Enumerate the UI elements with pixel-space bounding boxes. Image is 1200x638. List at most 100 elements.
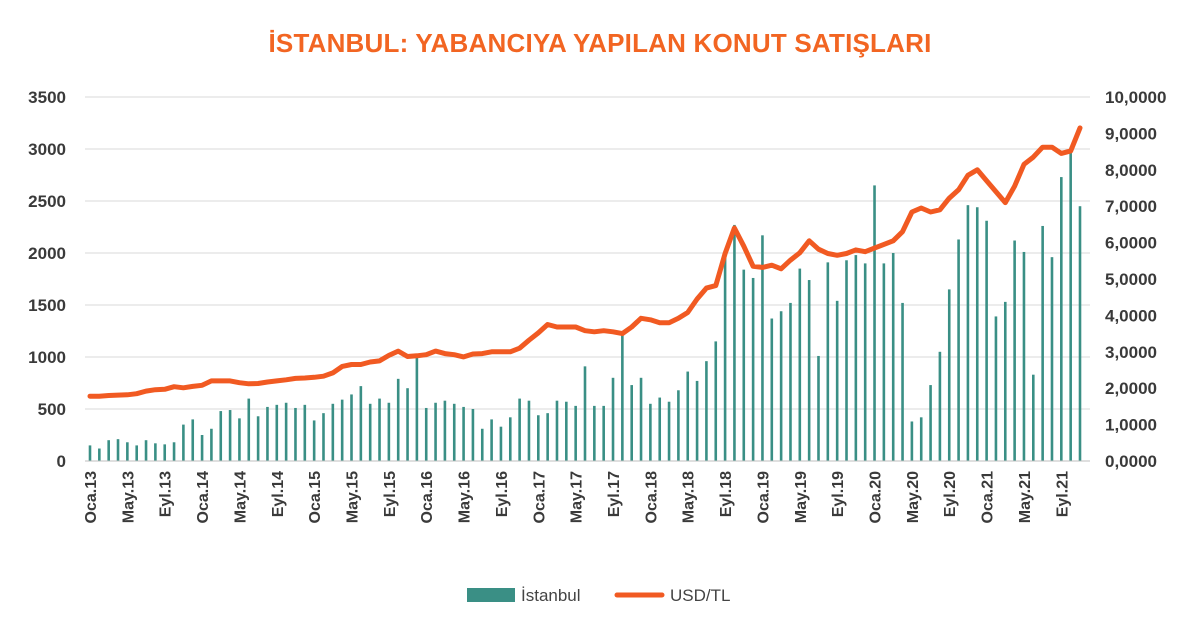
left-axis-tick-label: 1000 bbox=[28, 348, 66, 367]
bar-istanbul bbox=[1013, 240, 1016, 461]
x-axis-tick: Eyl.16 bbox=[494, 471, 511, 517]
left-axis-tick-label: 3500 bbox=[28, 88, 66, 107]
bar-istanbul bbox=[966, 205, 970, 461]
x-axis-tick-label: May.15 bbox=[345, 471, 362, 523]
right-axis-tick-label: 9,0000 bbox=[1105, 124, 1157, 143]
bar-istanbul bbox=[266, 406, 269, 461]
bar-istanbul bbox=[471, 409, 475, 461]
x-axis-tick-label: Oca.18 bbox=[643, 471, 660, 524]
bar-istanbul bbox=[891, 253, 895, 461]
bar-istanbul bbox=[621, 333, 624, 461]
x-axis-tick-label: Oca.16 bbox=[419, 471, 436, 524]
bar-istanbul bbox=[817, 355, 820, 461]
x-axis-tick-label: Eyl.15 bbox=[382, 471, 399, 517]
bar-istanbul bbox=[340, 399, 344, 461]
x-axis-tick-label: May.14 bbox=[232, 471, 249, 523]
bar-istanbul bbox=[845, 260, 848, 461]
bar-istanbul bbox=[929, 385, 932, 461]
x-axis-tick: Oca.16 bbox=[419, 471, 436, 524]
x-axis-tick: May.17 bbox=[569, 471, 586, 523]
x-axis-tick: Eyl.13 bbox=[158, 471, 175, 517]
bar-istanbul bbox=[126, 442, 129, 461]
right-axis-tick-label: 1,0000 bbox=[1105, 416, 1157, 435]
legend: İstanbul USD/TL bbox=[467, 586, 730, 605]
bar-istanbul bbox=[284, 402, 288, 461]
chart-title: İSTANBUL: YABANCIYA YAPILAN KONUT SATIŞL… bbox=[268, 28, 932, 58]
bar-istanbul bbox=[499, 426, 503, 461]
legend-label-istanbul: İstanbul bbox=[521, 586, 581, 605]
bar-istanbul bbox=[658, 397, 662, 461]
bar-istanbul bbox=[88, 445, 92, 461]
bar-istanbul bbox=[565, 401, 568, 461]
x-axis-tick: May.19 bbox=[793, 471, 810, 523]
bar-istanbul bbox=[368, 403, 372, 461]
bar-series-istanbul bbox=[88, 149, 1082, 461]
x-axis-tick-label: Eyl.14 bbox=[270, 471, 287, 517]
right-axis-tick-label: 2,0000 bbox=[1105, 379, 1157, 398]
bar-istanbul bbox=[863, 263, 867, 461]
left-axis: 0 500 1000 1500 2000 2500 3000 3500 bbox=[28, 88, 66, 471]
bar-istanbul bbox=[555, 400, 559, 461]
bar-istanbul bbox=[406, 388, 409, 461]
bar-istanbul bbox=[256, 416, 260, 461]
bar-istanbul bbox=[882, 263, 886, 461]
bar-istanbul bbox=[154, 443, 157, 461]
bar-istanbul bbox=[947, 289, 951, 461]
x-axis-tick: Eyl.17 bbox=[606, 471, 623, 517]
x-axis-tick-label: May.20 bbox=[905, 471, 922, 523]
bar-istanbul bbox=[705, 361, 708, 461]
x-axis-tick-label: Oca.14 bbox=[195, 471, 212, 524]
bar-istanbul bbox=[1069, 149, 1072, 461]
bar-istanbul bbox=[695, 380, 699, 461]
bar-istanbul bbox=[135, 445, 138, 461]
bar-istanbul bbox=[751, 277, 755, 461]
bar-istanbul bbox=[396, 378, 400, 461]
right-axis-tick-label: 8,0000 bbox=[1105, 161, 1157, 180]
x-axis-tick-label: Eyl.20 bbox=[942, 471, 959, 517]
x-axis-tick: May.18 bbox=[681, 471, 698, 523]
bar-istanbul bbox=[424, 407, 428, 461]
bar-istanbul bbox=[985, 220, 988, 461]
bar-istanbul bbox=[163, 444, 167, 461]
x-axis-tick: Eyl.18 bbox=[718, 471, 735, 517]
right-axis-tick-label: 10,0000 bbox=[1105, 88, 1166, 107]
x-axis-tick: Eyl.20 bbox=[942, 471, 959, 517]
left-axis-tick-label: 2000 bbox=[28, 244, 66, 263]
x-axis-tick: Eyl.19 bbox=[830, 471, 847, 517]
bar-istanbul bbox=[1041, 225, 1044, 461]
bar-istanbul bbox=[434, 402, 437, 461]
right-axis-tick-label: 7,0000 bbox=[1105, 197, 1157, 216]
bar-istanbul bbox=[770, 318, 774, 461]
x-axis: Oca.13 May.13 Eyl.13 Oca.14 May.14 Eyl.14 Oca.… bbox=[83, 460, 1090, 524]
bar-istanbul bbox=[219, 411, 223, 461]
x-axis-tick-label: May.17 bbox=[569, 471, 586, 523]
bar-istanbul bbox=[238, 418, 241, 461]
bar-istanbul bbox=[228, 410, 232, 461]
bar-istanbul bbox=[462, 406, 465, 461]
bar-istanbul bbox=[742, 269, 746, 461]
bar-istanbul bbox=[312, 420, 316, 461]
x-axis-tick-label: May.21 bbox=[1017, 471, 1034, 523]
bar-istanbul bbox=[294, 407, 297, 461]
bar-istanbul bbox=[415, 357, 419, 461]
bar-istanbul bbox=[490, 419, 493, 461]
bar-istanbul bbox=[761, 235, 764, 461]
bar-istanbul bbox=[639, 377, 643, 461]
bar-istanbul bbox=[994, 316, 998, 461]
x-axis-tick-label: Eyl.17 bbox=[606, 471, 623, 517]
left-axis-tick-label: 500 bbox=[38, 400, 66, 419]
bar-istanbul bbox=[350, 394, 353, 461]
bar-istanbul bbox=[508, 417, 512, 461]
x-axis-tick-label: Oca.17 bbox=[531, 471, 548, 524]
bar-istanbul bbox=[210, 428, 213, 461]
bar-istanbul bbox=[527, 400, 531, 461]
bar-istanbul bbox=[574, 405, 577, 461]
x-axis-tick-label: Eyl.18 bbox=[718, 471, 735, 517]
x-axis-tick-label: Eyl.19 bbox=[830, 471, 847, 517]
bar-istanbul bbox=[686, 371, 690, 461]
bar-istanbul bbox=[807, 280, 811, 461]
bar-istanbul bbox=[359, 386, 363, 461]
x-axis-tick-label: Oca.15 bbox=[307, 471, 324, 524]
line-series-usd-tl bbox=[87, 125, 1083, 399]
